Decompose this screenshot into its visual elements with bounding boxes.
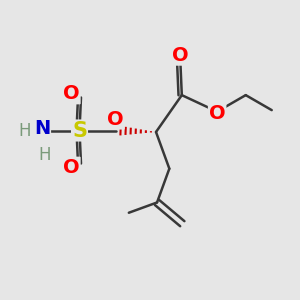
Text: O: O (209, 103, 226, 123)
Text: O: O (172, 46, 189, 65)
Text: S: S (72, 121, 87, 140)
Text: N: N (34, 118, 50, 138)
Text: H: H (38, 146, 51, 164)
Text: O: O (63, 84, 80, 104)
Text: O: O (107, 110, 124, 129)
Text: O: O (63, 158, 80, 177)
Text: H: H (18, 122, 31, 140)
